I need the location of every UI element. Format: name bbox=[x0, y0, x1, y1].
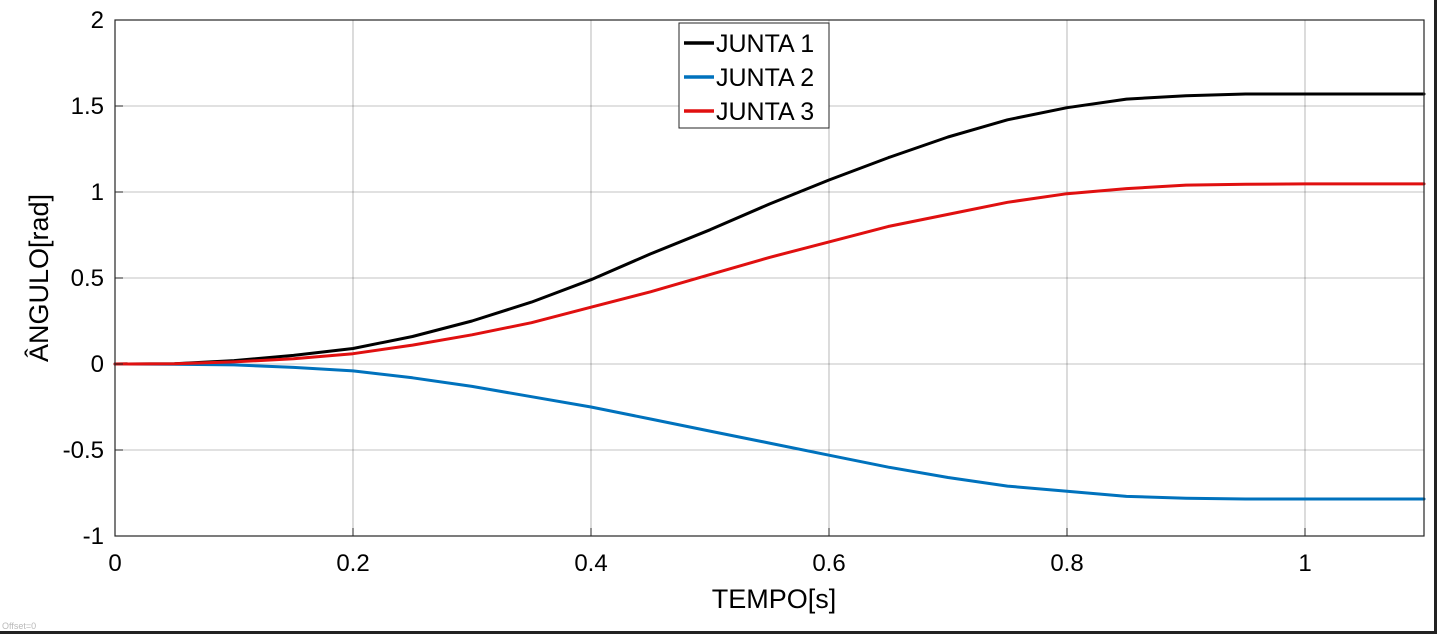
y-tick-label-2: 0 bbox=[91, 351, 104, 378]
x-tick-label-0: 0 bbox=[108, 550, 121, 577]
legend-label-2: JUNTA 2 bbox=[716, 64, 814, 92]
series-line-2 bbox=[113, 362, 1426, 501]
y-tick-label-1: -0.5 bbox=[63, 437, 104, 464]
y-tick-label-0: -1 bbox=[83, 523, 104, 550]
series-line-1 bbox=[113, 92, 1426, 366]
y-tick-label-5: 1.5 bbox=[71, 93, 104, 120]
y-tick-label-3: 0.5 bbox=[71, 265, 104, 292]
legend: JUNTA 1 JUNTA 2 JUNTA 3 bbox=[678, 22, 830, 129]
series-lines bbox=[113, 92, 1426, 501]
legend-label-3: JUNTA 3 bbox=[716, 98, 814, 126]
x-tick-label-2: 0.4 bbox=[574, 550, 607, 577]
x-tick-label-3: 0.6 bbox=[812, 550, 845, 577]
x-tick-label-5: 1 bbox=[1298, 550, 1311, 577]
offset-status: Offset=0 bbox=[2, 621, 37, 631]
y-tick-label-4: 1 bbox=[91, 179, 104, 206]
x-tick-label-4: 0.8 bbox=[1050, 550, 1083, 577]
y-tick-label-6: 2 bbox=[91, 7, 104, 34]
y-axis-ticks: -1 -0.5 0 0.5 1 1.5 2 bbox=[63, 7, 123, 550]
y-axis-label: ÂNGULO[rad] bbox=[23, 194, 54, 362]
x-axis-label: TEMPO[s] bbox=[712, 584, 837, 614]
x-axis-ticks: 0 0.2 0.4 0.6 0.8 1 bbox=[108, 528, 1312, 577]
x-tick-label-1: 0.2 bbox=[336, 550, 369, 577]
series-line-3 bbox=[113, 182, 1426, 366]
legend-label-1: JUNTA 1 bbox=[716, 30, 814, 58]
